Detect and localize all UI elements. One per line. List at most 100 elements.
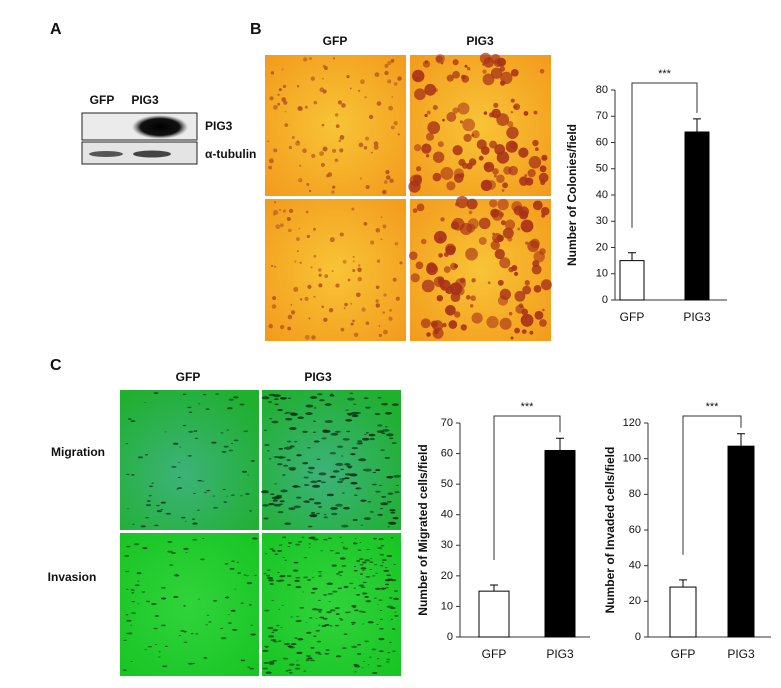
blot-band — [133, 150, 171, 158]
cell — [294, 579, 300, 582]
cell — [212, 495, 216, 497]
cell — [480, 146, 490, 155]
cell — [322, 429, 328, 432]
cell — [361, 561, 367, 564]
cell — [341, 565, 347, 567]
x-tick-label: GFP — [620, 310, 645, 324]
significance: *** — [658, 68, 672, 80]
cell — [541, 154, 548, 161]
cell — [482, 73, 495, 86]
cell — [382, 224, 387, 229]
cell — [272, 629, 278, 632]
cell — [273, 148, 278, 153]
cell — [497, 279, 504, 286]
cell — [351, 623, 355, 625]
cell — [324, 652, 330, 655]
cell — [287, 326, 292, 331]
cell — [355, 487, 360, 490]
cell — [369, 561, 374, 563]
cell — [147, 645, 152, 648]
cell — [319, 399, 325, 402]
cell — [370, 151, 373, 154]
cell — [141, 591, 146, 593]
cell — [463, 133, 472, 143]
cell — [352, 255, 355, 258]
cell — [496, 151, 510, 164]
cell — [297, 638, 304, 641]
cell — [383, 329, 388, 335]
cell — [183, 605, 187, 607]
cell — [307, 579, 312, 581]
cell — [386, 554, 393, 557]
cell — [268, 158, 274, 164]
cell — [329, 452, 337, 455]
cell — [422, 60, 431, 68]
cell — [354, 494, 358, 496]
cell — [390, 511, 396, 514]
cell — [250, 633, 256, 636]
y-tick-label: 40 — [441, 509, 453, 521]
cell — [354, 538, 357, 539]
cell — [290, 310, 296, 315]
cell — [508, 266, 514, 273]
y-tick-label: 0 — [602, 294, 608, 306]
cell — [521, 329, 527, 334]
cell — [480, 179, 493, 192]
cell — [413, 174, 422, 184]
cell — [432, 151, 445, 163]
cell — [394, 615, 399, 617]
cell — [278, 88, 282, 92]
cell — [288, 507, 296, 511]
cell — [377, 397, 382, 399]
cell — [492, 168, 499, 175]
cell — [295, 586, 302, 589]
cell — [275, 224, 281, 230]
cell — [377, 424, 383, 427]
cell — [173, 595, 179, 599]
cell — [271, 599, 275, 601]
cell — [351, 645, 358, 648]
cell — [289, 672, 293, 674]
cell — [284, 123, 289, 128]
cell — [227, 407, 233, 410]
cell — [316, 393, 323, 396]
cell — [373, 144, 379, 150]
cell — [294, 637, 298, 639]
cell — [286, 459, 291, 461]
cell — [316, 640, 322, 643]
cell — [212, 506, 219, 509]
cell — [232, 629, 238, 631]
cell — [273, 213, 275, 216]
cell — [144, 649, 147, 651]
cell — [389, 509, 396, 512]
cell — [203, 491, 207, 494]
cell — [295, 496, 302, 499]
cell — [379, 610, 383, 612]
cell — [171, 465, 177, 468]
cell — [369, 114, 374, 120]
cell — [346, 430, 351, 433]
cell — [144, 402, 147, 403]
cell — [362, 623, 365, 625]
cell — [365, 136, 370, 141]
panel-label: C — [50, 357, 62, 374]
cell — [136, 572, 142, 575]
cell — [337, 480, 344, 484]
cell — [389, 178, 394, 184]
cell — [298, 227, 301, 230]
cell — [268, 635, 275, 638]
cell — [268, 323, 273, 329]
cell — [380, 449, 385, 451]
cell — [353, 566, 357, 568]
cell — [459, 120, 463, 124]
cell — [360, 567, 367, 570]
micrograph — [262, 533, 401, 676]
cell — [277, 572, 280, 573]
cell — [130, 420, 136, 422]
cell — [262, 649, 269, 652]
cell — [538, 172, 549, 183]
cell — [286, 217, 291, 222]
cell — [493, 238, 497, 242]
cell — [127, 632, 133, 635]
cell — [499, 288, 512, 300]
